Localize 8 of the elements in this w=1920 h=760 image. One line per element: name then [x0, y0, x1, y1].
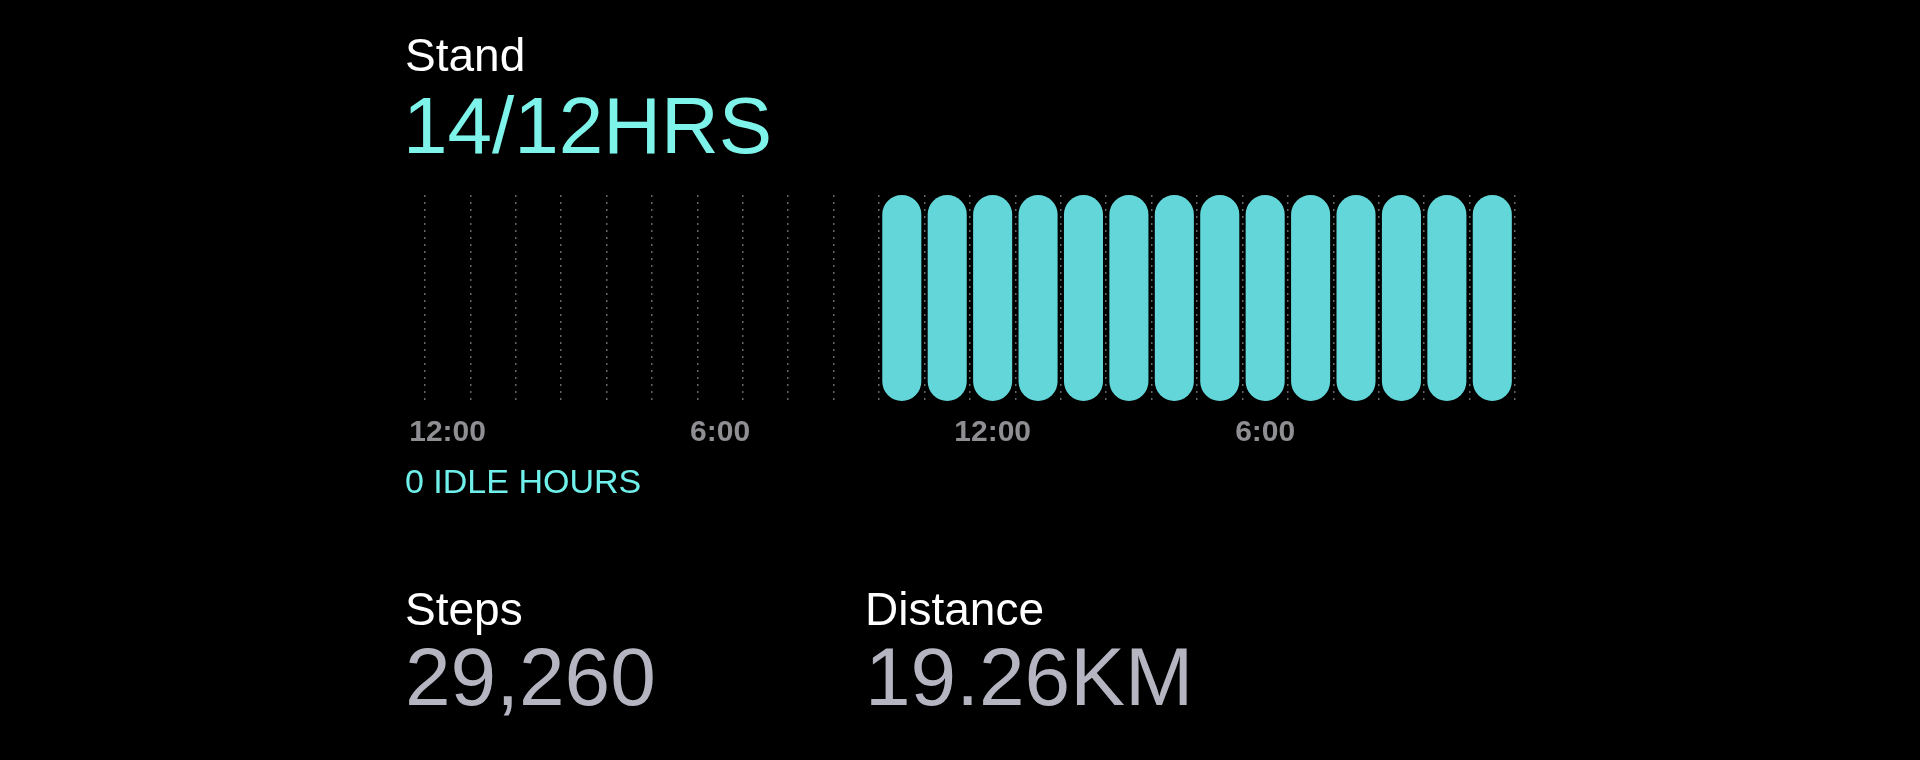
chart-title: Stand — [405, 28, 526, 82]
x-tick-label: 12:00 — [954, 414, 1032, 448]
chart-subtitle: 14/12HRS — [403, 80, 773, 172]
x-tick-label: 12:00 — [409, 414, 486, 448]
x-tick-label: 6:00 — [1235, 414, 1296, 448]
text: 0 IDLE HOURS — [405, 462, 642, 501]
text: Steps — [405, 582, 523, 636]
x-tick-label: 6:00 — [690, 414, 751, 448]
